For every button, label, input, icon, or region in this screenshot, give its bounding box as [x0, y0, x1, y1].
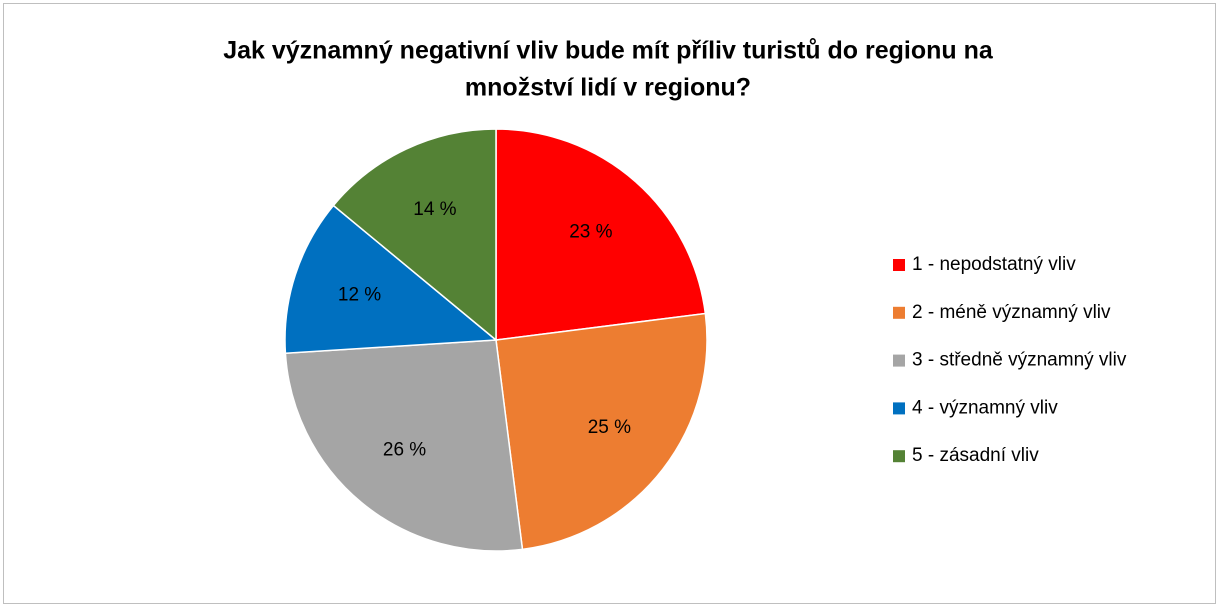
legend-label: 5 - zásadní vliv	[912, 445, 1039, 466]
data-label: 26 %	[383, 440, 426, 461]
legend-label: 3 - středně významný vliv	[912, 350, 1127, 371]
pie-slice	[332, 128, 497, 342]
data-label: 14 %	[413, 199, 456, 220]
legend-swatch	[893, 306, 905, 319]
legend-swatch	[893, 450, 905, 463]
chart-title: množství lidí v regionu?	[465, 74, 751, 102]
legend-label: 4 - významný vliv	[912, 397, 1058, 418]
data-label: 23 %	[569, 221, 612, 242]
pie-slice	[284, 204, 498, 355]
data-label: 12 %	[338, 285, 381, 306]
pie-slice	[495, 312, 708, 551]
legend-label: 2 - méně významný vliv	[912, 302, 1111, 323]
legend-swatch	[893, 402, 905, 415]
data-label: 25 %	[588, 417, 631, 438]
pie-slice	[284, 339, 524, 552]
legend-label: 1 - nepodstatný vliv	[912, 254, 1076, 275]
legend-swatch	[893, 259, 905, 271]
legend-swatch	[893, 354, 905, 367]
chart-title: Jak významný negativní vliv bude mít pří…	[223, 37, 994, 65]
pie-slice	[495, 128, 707, 341]
